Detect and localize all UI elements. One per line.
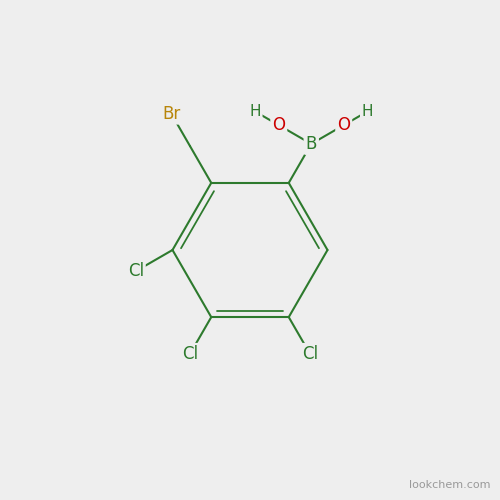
Text: H: H bbox=[362, 104, 374, 119]
Text: O: O bbox=[337, 116, 350, 134]
Text: Cl: Cl bbox=[128, 262, 144, 280]
Text: lookchem.com: lookchem.com bbox=[408, 480, 490, 490]
Text: B: B bbox=[306, 135, 317, 153]
Text: H: H bbox=[249, 104, 260, 119]
Text: Cl: Cl bbox=[302, 345, 318, 363]
Text: Cl: Cl bbox=[182, 345, 198, 363]
Text: O: O bbox=[272, 116, 285, 134]
Text: Br: Br bbox=[162, 104, 180, 122]
